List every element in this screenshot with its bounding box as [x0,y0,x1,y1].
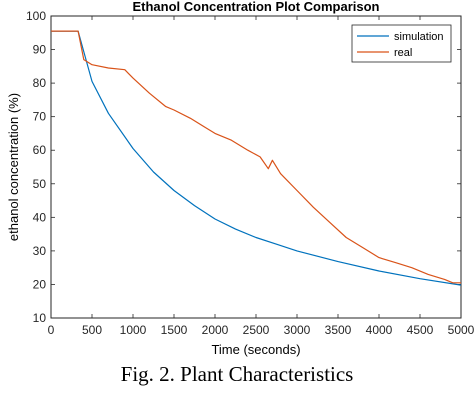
legend: simulation real [351,24,452,63]
x-tick-label: 4000 [366,323,393,337]
y-tick-label: 30 [33,244,47,258]
y-tick-label: 20 [33,277,47,291]
y-axis: 10 20 30 40 50 60 70 80 90 100 [26,9,461,325]
y-tick-label: 60 [33,143,47,157]
y-tick-label: 80 [33,76,47,90]
x-tick-label: 3500 [325,323,352,337]
x-axis-label: Time (seconds) [211,342,300,357]
x-tick-label: 1000 [120,323,147,337]
x-tick-label: 0 [48,323,55,337]
legend-entry-real: real [394,47,412,59]
x-tick-label: 2000 [202,323,229,337]
series-layer [51,30,462,286]
chart: 0 500 1000 1500 2000 2500 3000 3500 4000 4500 5000… [6,0,474,357]
y-tick-label: 50 [33,177,47,191]
x-tick-label: 5000 [448,323,474,337]
y-tick-label: 40 [33,210,47,224]
y-tick-label: 100 [26,9,46,23]
legend-entry-simulation: simulation [394,31,444,43]
figure-caption: Fig. 2. Plant Characteristics [120,362,354,386]
y-tick-label: 70 [33,110,47,124]
x-tick-label: 4500 [407,323,434,337]
legend-box [351,24,452,63]
plot-area [50,15,462,319]
y-tick-label: 90 [33,43,47,57]
y-axis-label: ethanol concentration (%) [6,93,21,241]
series-line-simulation [51,30,462,286]
y-tick-label: 10 [33,311,47,325]
series-line-real [51,30,461,284]
chart-title: Ethanol Concentration Plot Comparison [132,0,379,14]
x-tick-label: 1500 [161,323,188,337]
x-tick-label: 500 [82,323,102,337]
x-axis: 0 500 1000 1500 2000 2500 3000 3500 4000 4500 5000 [48,16,474,337]
x-tick-label: 2500 [243,323,270,337]
x-tick-label: 3000 [284,323,311,337]
